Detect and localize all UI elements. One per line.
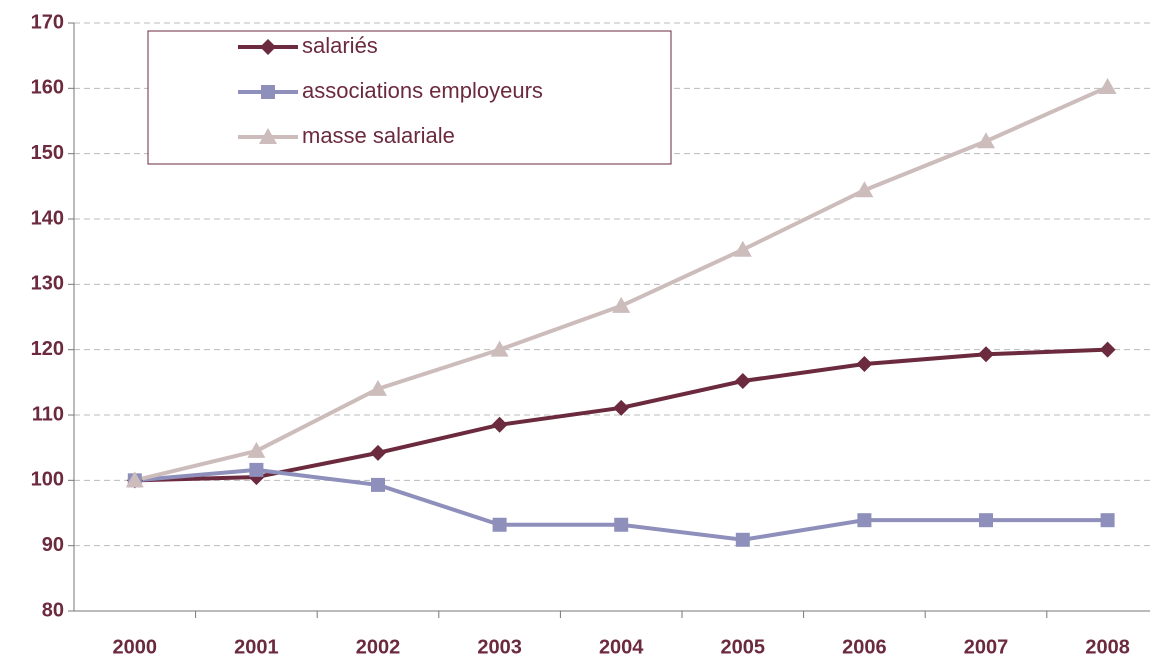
y-tick-label: 140 [31,207,64,229]
x-tick-label: 2004 [599,636,644,658]
marker [247,441,266,458]
y-tick-label: 80 [42,599,64,621]
marker [125,471,144,488]
y-tick-label: 120 [31,338,64,360]
legend-label: masse salariale [302,123,455,148]
y-tick-label: 90 [42,534,64,556]
marker [491,416,508,433]
marker [856,356,873,373]
marker [261,85,275,99]
marker [855,181,874,198]
x-tick-label: 2005 [721,636,766,658]
marker [735,532,750,547]
y-tick-label: 100 [31,469,64,491]
marker [612,296,631,313]
y-tick-label: 170 [31,11,64,33]
y-tick-label: 130 [31,273,64,295]
marker [977,132,995,149]
x-tick-label: 2008 [1085,636,1130,658]
marker [371,477,385,492]
marker [370,444,386,461]
y-tick-label: 160 [31,77,64,99]
marker [259,128,277,144]
x-tick-label: 2000 [113,636,158,658]
y-tick-label: 110 [32,403,64,425]
x-tick-label: 2001 [234,636,279,658]
x-tick-label: 2002 [356,636,401,658]
marker [369,379,387,396]
marker [490,340,509,357]
x-tick-label: 2006 [842,636,887,658]
legend-label: associations employeurs [302,78,543,103]
marker [614,517,629,532]
marker [1100,513,1115,528]
legend-label: salariés [302,33,378,58]
x-tick-label: 2003 [477,636,522,658]
marker [857,513,872,528]
legend: salariés associations employeurs masse sal… [147,30,672,165]
marker [734,373,751,390]
marker [1098,78,1117,95]
marker [979,513,993,528]
marker [733,240,752,257]
marker [978,346,994,363]
marker [1099,341,1116,358]
marker [260,39,276,55]
marker [492,517,507,532]
y-tick-label: 150 [31,142,64,164]
marker [613,399,630,416]
legend-box [147,30,672,165]
marker [249,462,264,477]
x-tick-label: 2007 [964,636,1009,658]
